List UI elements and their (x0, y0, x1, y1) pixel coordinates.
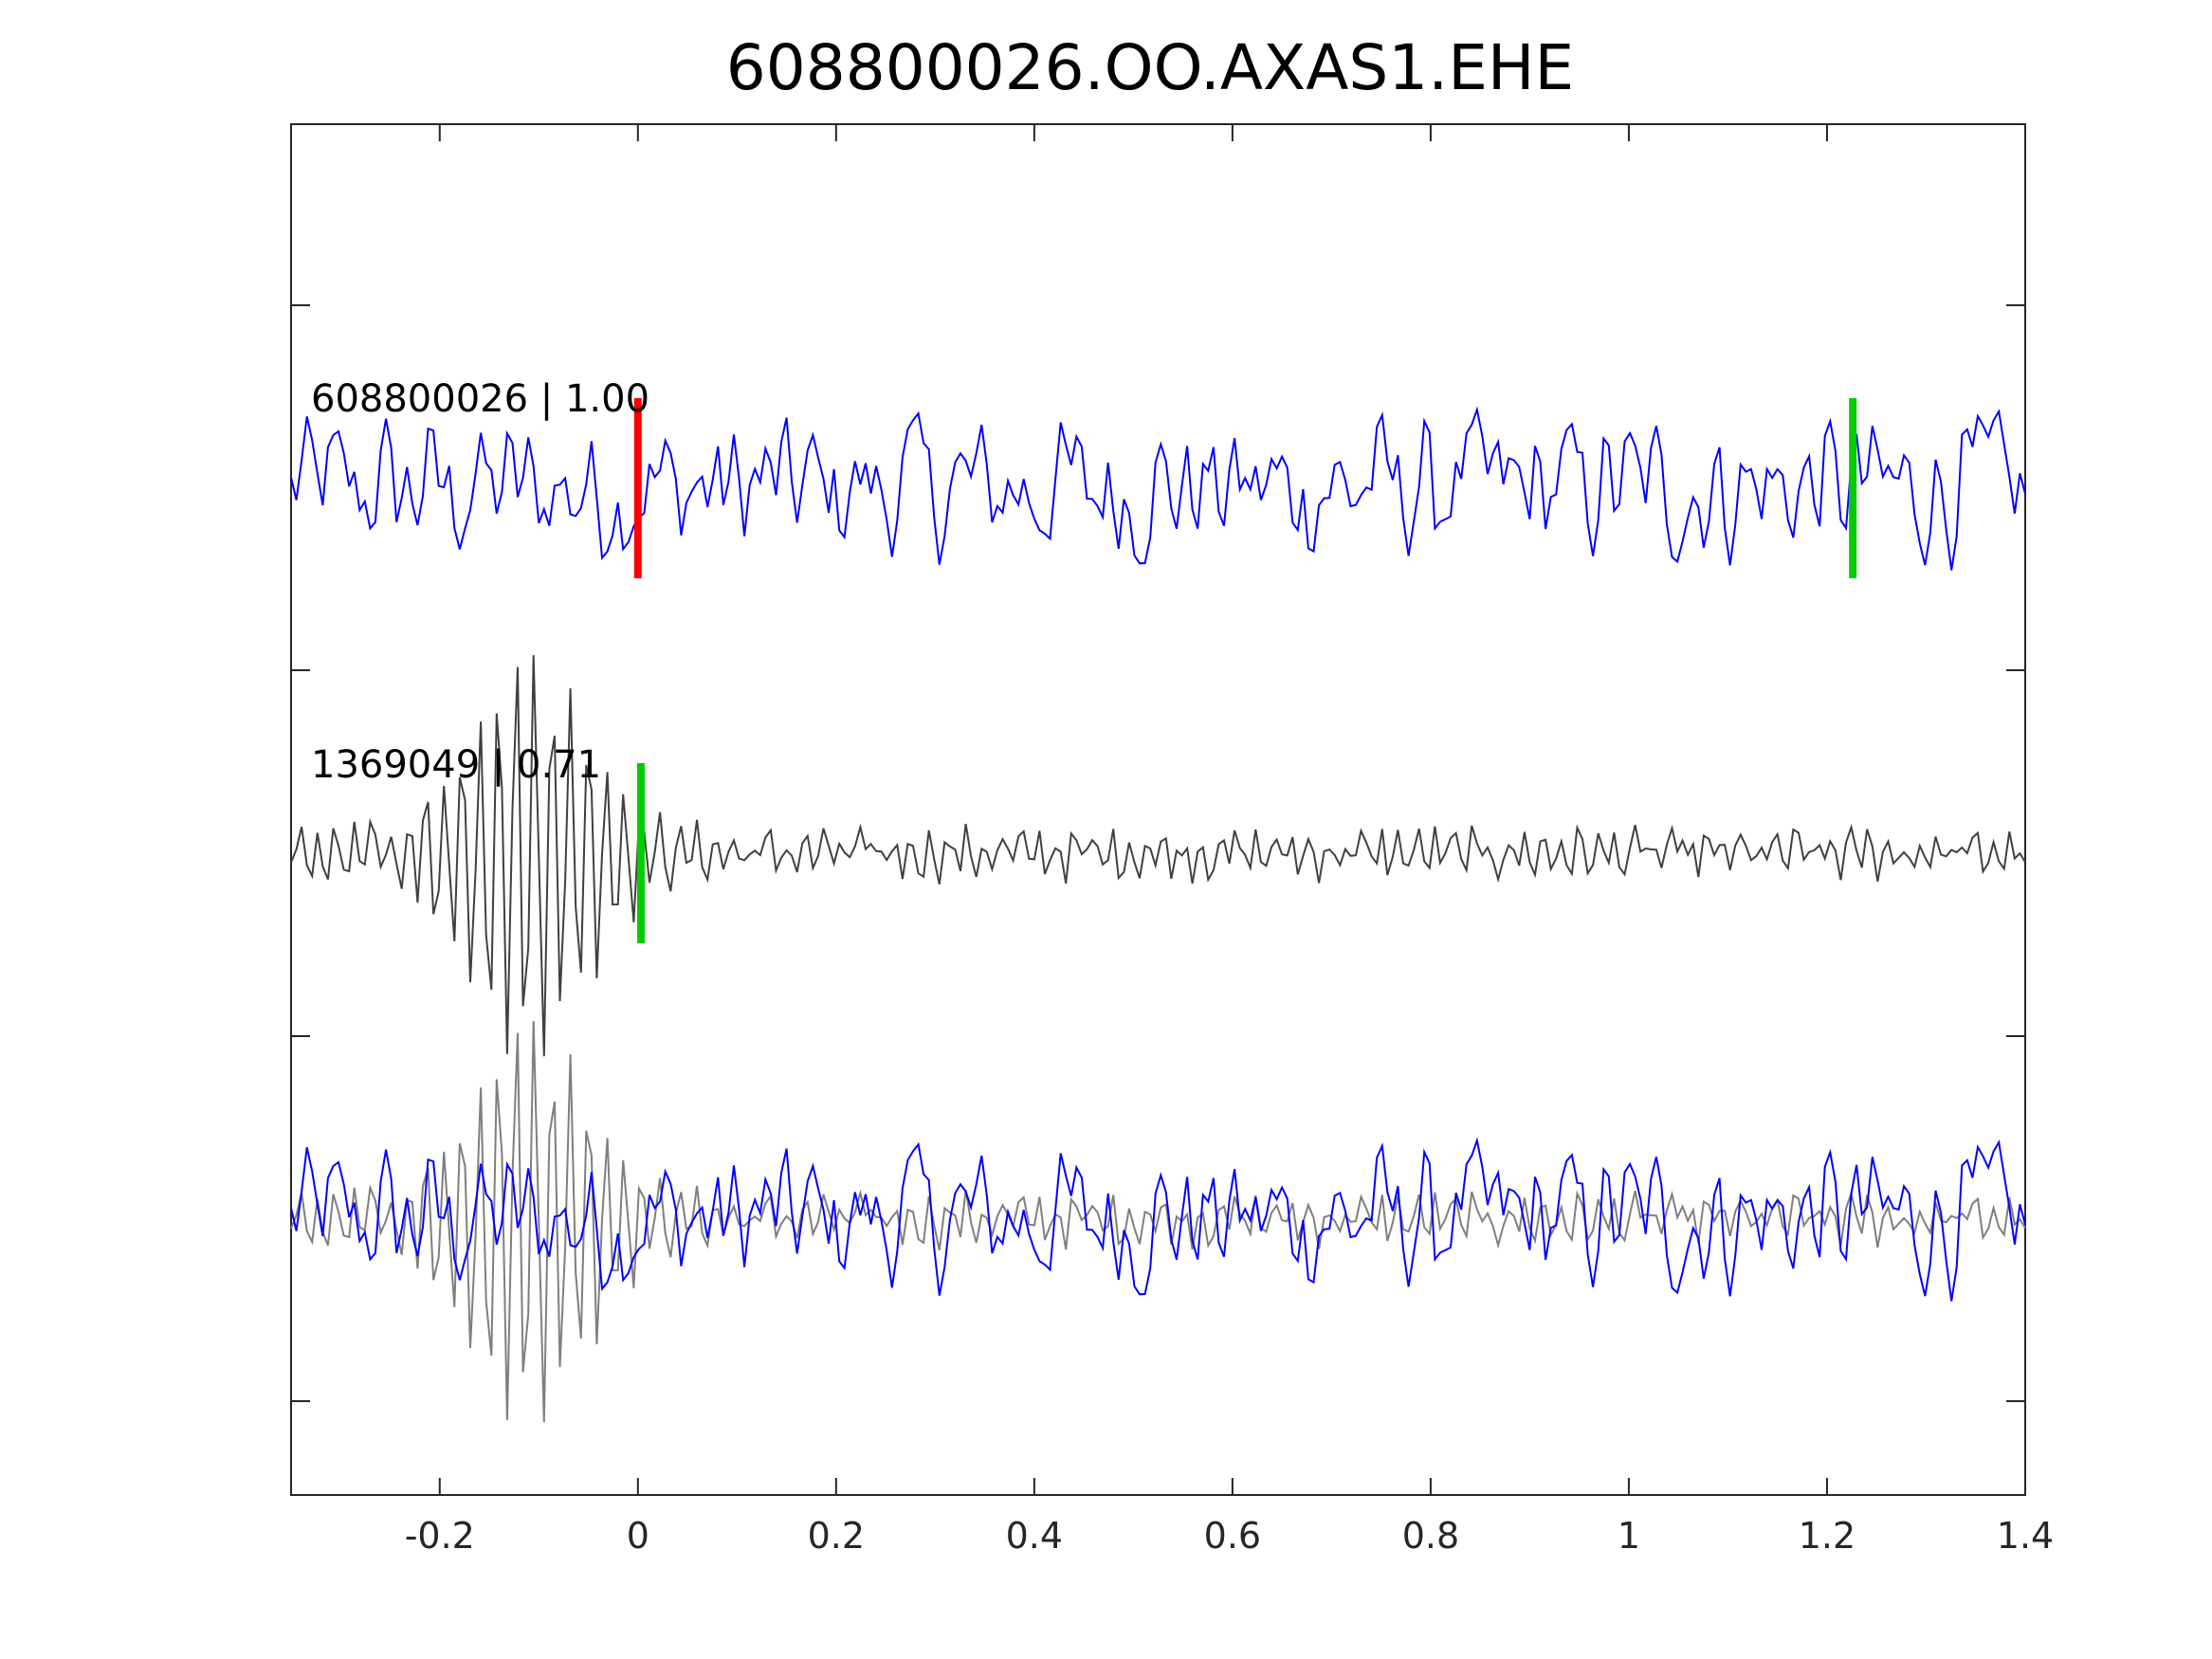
overlay-template-waveform (290, 1137, 2026, 1302)
trace-label-reference: 1369049 | 0.71 (311, 743, 601, 787)
chart-title: 608800026.OO.AXAS1.EHE (726, 31, 1575, 104)
traces (290, 406, 2026, 1423)
x-tick-label: 1 (1618, 1515, 1640, 1557)
x-tick-label: 0.4 (1006, 1515, 1063, 1557)
x-tick-label: 1.2 (1799, 1515, 1856, 1557)
phase-picks (633, 398, 1857, 943)
x-tick-label: 0.2 (808, 1515, 865, 1557)
x-tick-label: -0.2 (405, 1515, 475, 1557)
plot-area (290, 123, 2026, 1496)
x-tick-label: 0.8 (1402, 1515, 1459, 1557)
x-tick-label: 1.4 (1997, 1515, 2054, 1557)
x-ticks: -0.2 0 0.2 0.4 0.6 0.8 1 1.2 1.4 (405, 124, 2054, 1557)
x-tick-label: 0.6 (1204, 1515, 1261, 1557)
trace-template-waveform (290, 406, 2026, 571)
trace-reference-waveform (290, 655, 2026, 1057)
y-ticks (291, 304, 2025, 1402)
trace-label-template: 608800026 | 1.00 (311, 377, 649, 421)
x-tick-label: 0 (627, 1515, 649, 1557)
overlay-reference-waveform (290, 1021, 2026, 1423)
